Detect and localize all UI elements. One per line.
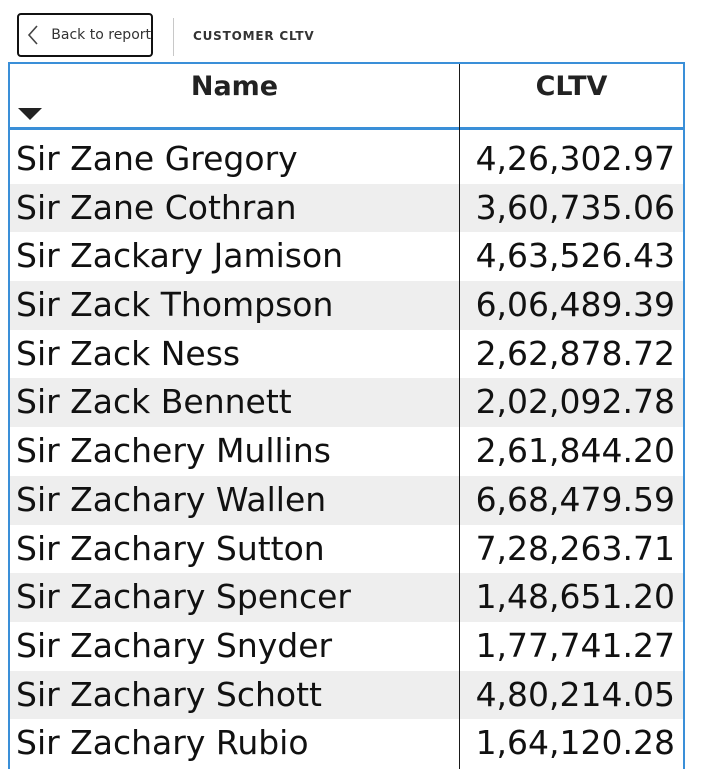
- table-row[interactable]: Sir Zack Thompson 6,06,489.39: [10, 281, 683, 330]
- cell-cltv: 4,63,526.43: [475, 236, 675, 276]
- cell-name: Sir Zachary Spencer: [16, 577, 351, 617]
- header-divider: [173, 18, 174, 56]
- cell-cltv: 7,28,263.71: [475, 528, 675, 568]
- table-row[interactable]: Sir Zack Bennett 2,02,092.78: [10, 378, 683, 428]
- cell-name: Sir Zack Thompson: [16, 285, 334, 325]
- column-header-name[interactable]: Name: [190, 71, 279, 102]
- sort-descending-icon[interactable]: [18, 108, 42, 120]
- table-row[interactable]: Sir Zachery Mullins 2,61,844.20: [10, 427, 683, 476]
- table-row[interactable]: Sir Zackary Jamison 4,63,526.43: [10, 232, 683, 281]
- table-header: Name CLTV: [10, 64, 683, 130]
- cell-name: Sir Zack Ness: [16, 333, 241, 373]
- cell-cltv: 1,48,651.20: [475, 577, 675, 617]
- chevron-left-icon: [22, 23, 43, 47]
- cell-name: Sir Zachary Schott: [16, 674, 322, 714]
- cell-cltv: 3,60,735.06: [475, 187, 675, 227]
- table-row[interactable]: Sir Zane Gregory 4,26,302.97: [10, 135, 683, 184]
- column-header-cltv[interactable]: CLTV: [535, 71, 608, 102]
- back-to-report-button[interactable]: Back to report: [17, 13, 153, 57]
- cell-cltv: 4,26,302.97: [475, 139, 675, 178]
- top-bar: Back to report CUSTOMER CLTV: [0, 0, 709, 62]
- cell-name: Sir Zane Cothran: [16, 187, 297, 227]
- cell-cltv: 1,77,741.27: [475, 625, 675, 665]
- column-separator: [459, 64, 460, 769]
- cltv-table: Name CLTV Sir Zane Gregory 4,26,302.97 Sir…: [8, 62, 685, 769]
- cell-name: Sir Zack Bennett: [16, 382, 292, 422]
- table-row[interactable]: Sir Zack Ness 2,62,878.72: [10, 330, 683, 379]
- cell-cltv: 2,02,092.78: [475, 382, 675, 422]
- cell-cltv: 6,06,489.39: [475, 285, 675, 325]
- cell-cltv: 2,61,844.20: [475, 431, 675, 471]
- page-title: CUSTOMER CLTV: [193, 29, 315, 43]
- cell-cltv: 6,68,479.59: [475, 479, 675, 519]
- cell-name: Sir Zackary Jamison: [16, 236, 344, 276]
- table-row[interactable]: Sir Zachary Rubio 1,64,120.28: [10, 719, 683, 768]
- table-row[interactable]: Sir Zachary Sutton 7,28,263.71: [10, 525, 683, 574]
- cell-cltv: 2,62,878.72: [475, 333, 675, 373]
- cell-name: Sir Zachery Mullins: [16, 431, 331, 471]
- cell-cltv: 1,64,120.28: [475, 723, 675, 763]
- cell-name: Sir Zane Gregory: [16, 139, 298, 178]
- table-row[interactable]: Sir Zachary Schott 4,80,214.05: [10, 670, 683, 720]
- back-button-label: Back to report: [51, 27, 151, 43]
- table-row[interactable]: Sir Zachary Wallen 6,68,479.59: [10, 475, 683, 525]
- cell-name: Sir Zachary Wallen: [16, 479, 327, 519]
- cell-cltv: 4,80,214.05: [475, 674, 675, 714]
- table-body: Sir Zane Gregory 4,26,302.97 Sir Zane Coth…: [10, 135, 683, 768]
- table-row[interactable]: Sir Zane Cothran 3,60,735.06: [10, 183, 683, 233]
- cell-name: Sir Zachary Sutton: [16, 528, 325, 568]
- table-row[interactable]: Sir Zachary Spencer 1,48,651.20: [10, 573, 683, 622]
- cell-name: Sir Zachary Snyder: [16, 625, 333, 665]
- cell-name: Sir Zachary Rubio: [16, 723, 309, 763]
- table-row[interactable]: Sir Zachary Snyder 1,77,741.27: [10, 622, 683, 671]
